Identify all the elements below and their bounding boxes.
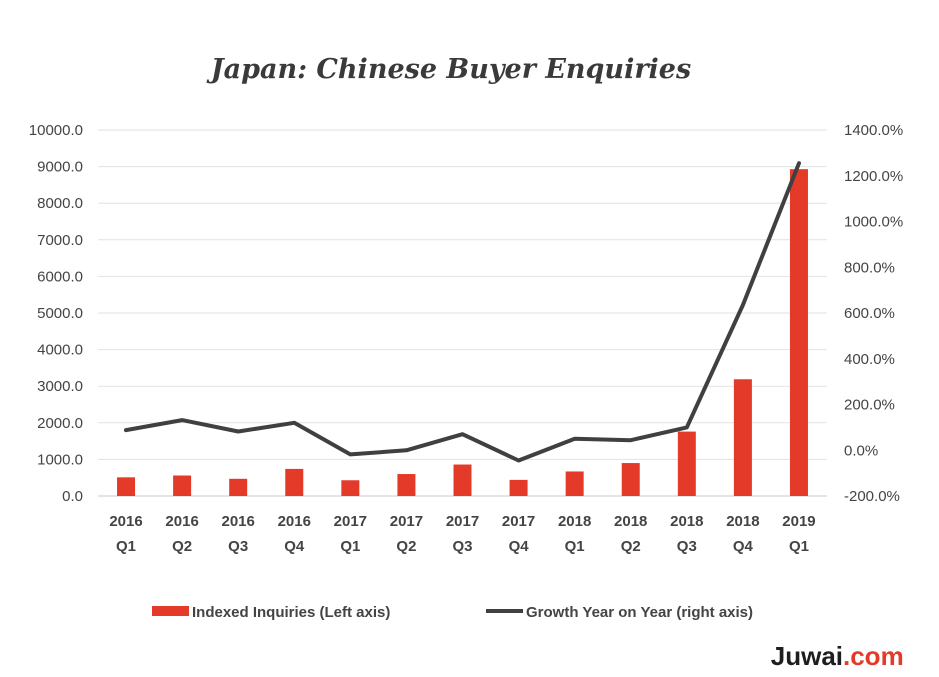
category-quarter-label: Q2: [172, 538, 192, 555]
category-quarter-label: Q2: [396, 538, 416, 555]
line-series: [124, 161, 801, 463]
bar: [117, 477, 136, 496]
category-quarter-label: Q1: [116, 538, 136, 555]
right-tick-label: 1000.0%: [844, 214, 903, 231]
legend: Indexed Inquiries (Left axis) Growth Yea…: [152, 604, 753, 621]
category-year-label: 2017: [502, 513, 535, 530]
bar: [453, 464, 472, 496]
legend-line-label: Growth Year on Year (right axis): [526, 604, 753, 621]
category-quarter-label: Q3: [677, 538, 697, 555]
growth-line: [124, 161, 801, 463]
category-year-label: 2017: [390, 513, 423, 530]
bar: [621, 463, 640, 496]
bar: [173, 475, 192, 496]
bar: [565, 471, 584, 496]
left-tick-label: 8000.0: [37, 195, 83, 212]
bar: [509, 479, 528, 496]
category-year-label: 2017: [334, 513, 367, 530]
brand-name: Juwai: [771, 641, 843, 671]
category-quarter-label: Q2: [621, 538, 641, 555]
bar: [733, 379, 752, 496]
left-tick-label: 9000.0: [37, 159, 83, 176]
bar: [677, 431, 696, 496]
category-year-label: 2016: [222, 513, 255, 530]
gridlines: [98, 129, 827, 497]
category-year-label: 2018: [726, 513, 759, 530]
right-tick-label: -200.0%: [844, 488, 900, 505]
bar: [341, 480, 360, 496]
right-tick-label: 400.0%: [844, 351, 895, 368]
category-year-label: 2018: [558, 513, 591, 530]
category-year-label: 2018: [614, 513, 647, 530]
left-tick-label: 4000.0: [37, 342, 83, 359]
category-axis: 2016 Q1 2016 Q2 2016 Q3 2016 Q4 2017 Q1 2017 Q2 2017…: [109, 513, 815, 555]
category-quarter-label: Q1: [789, 538, 809, 555]
category-year-label: 2016: [109, 513, 142, 530]
brand-domain: .com: [843, 641, 904, 671]
brand-logo: Juwai .com: [771, 641, 904, 671]
bar: [229, 478, 248, 496]
right-tick-label: 600.0%: [844, 305, 895, 322]
left-tick-label: 10000.0: [29, 122, 83, 139]
right-tick-label: 1200.0%: [844, 168, 903, 185]
right-tick-label: 800.0%: [844, 259, 895, 276]
category-quarter-label: Q1: [340, 538, 360, 555]
category-year-label: 2016: [165, 513, 198, 530]
category-quarter-label: Q3: [452, 538, 472, 555]
left-tick-label: 1000.0: [37, 451, 83, 468]
category-quarter-label: Q1: [565, 538, 585, 555]
category-year-label: 2018: [670, 513, 703, 530]
bar-series: [117, 169, 808, 497]
chart-title: Japan: Chinese Buyer Enquiries: [206, 54, 691, 85]
right-tick-label: 0.0%: [844, 442, 878, 459]
category-quarter-label: Q4: [509, 538, 530, 555]
category-year-label: 2017: [446, 513, 479, 530]
left-axis: 0.0 1000.0 2000.0 3000.0 4000.0 5000.0 6000.0 7…: [29, 122, 83, 505]
left-tick-label: 5000.0: [37, 305, 83, 322]
left-tick-label: 7000.0: [37, 232, 83, 249]
bar: [397, 474, 416, 496]
left-tick-label: 0.0: [62, 488, 83, 505]
right-tick-label: 1400.0%: [844, 122, 903, 139]
legend-bar-label: Indexed Inquiries (Left axis): [192, 604, 390, 621]
right-axis: -200.0% 0.0% 200.0% 400.0% 600.0% 800.0% 1000.…: [844, 122, 903, 505]
category-year-label: 2016: [278, 513, 311, 530]
left-tick-label: 6000.0: [37, 268, 83, 285]
bar: [285, 468, 304, 496]
category-quarter-label: Q3: [228, 538, 248, 555]
category-year-label: 2019: [782, 513, 815, 530]
legend-bar-swatch: [152, 606, 189, 616]
category-quarter-label: Q4: [284, 538, 305, 555]
left-tick-label: 2000.0: [37, 415, 83, 432]
left-tick-label: 3000.0: [37, 378, 83, 395]
right-tick-label: 200.0%: [844, 397, 895, 414]
category-quarter-label: Q4: [733, 538, 754, 555]
bar: [789, 169, 808, 497]
